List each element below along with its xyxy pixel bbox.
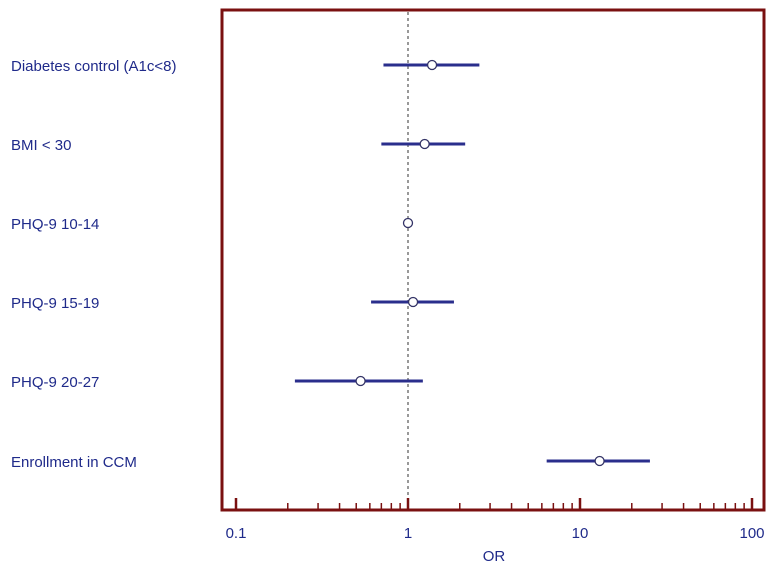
category-label-phq9-15-19: PHQ-9 15-19 [11, 295, 99, 312]
category-label-phq9-20-27: PHQ-9 20-27 [11, 374, 99, 391]
category-labels: Diabetes control (A1c<8) BMI < 30 PHQ-9 … [11, 58, 177, 471]
plot-frame [220, 8, 766, 512]
point-estimate-3 [407, 296, 419, 308]
x-tick-label-10: 10 [572, 525, 589, 542]
category-label-phq9-10-14: PHQ-9 10-14 [11, 216, 99, 233]
category-label-diabetes-control: Diabetes control (A1c<8) [11, 58, 177, 75]
category-label-enrollment-ccm: Enrollment in CCM [11, 454, 137, 471]
x-tick-label-0-1: 0.1 [226, 525, 247, 542]
forest-marks [294, 59, 650, 467]
x-tick-label-1: 1 [404, 525, 412, 542]
x-axis-title: OR [483, 548, 506, 565]
x-axis-tick-labels: 0.1 1 10 100 [226, 525, 765, 542]
point-estimate-4 [355, 375, 366, 387]
category-label-bmi: BMI < 30 [11, 137, 71, 154]
point-estimate-0 [426, 59, 438, 71]
x-axis-ticks [234, 498, 754, 510]
point-estimate-5 [594, 455, 605, 467]
point-estimate-2 [402, 217, 414, 229]
point-estimate-1 [419, 138, 430, 150]
x-tick-label-100: 100 [739, 525, 764, 542]
